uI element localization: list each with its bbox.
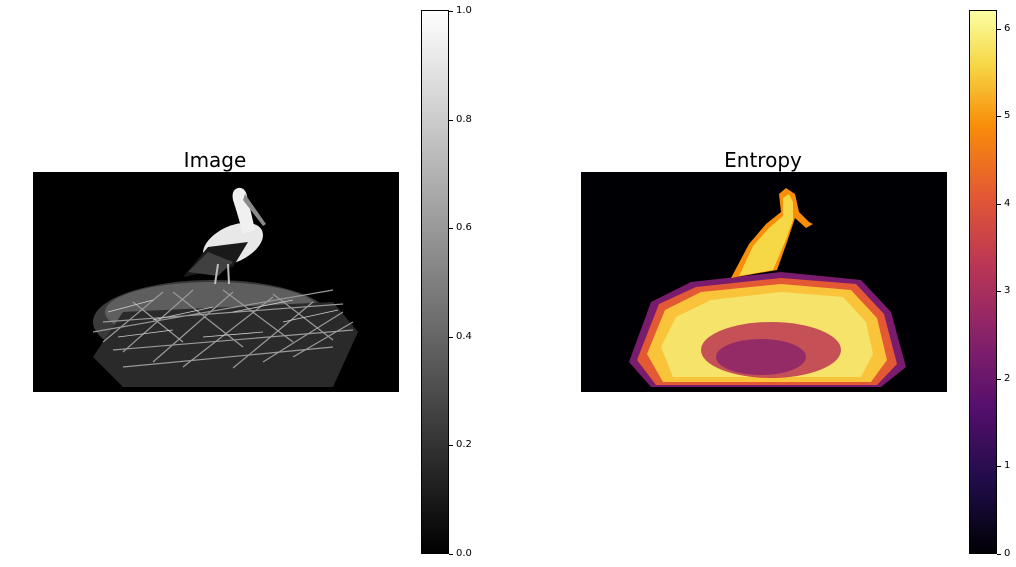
colorbar-tick [449,11,453,12]
colorbar-inferno [969,10,997,554]
colorbar-tick [449,445,453,446]
colorbar-tick [997,204,1001,205]
colorbar-tick [449,228,453,229]
colorbar-tick-label: 0.2 [456,439,472,450]
colorbar-tick-label: 0.4 [456,331,472,342]
colorbar-tick-label: 2 [1004,373,1011,384]
colorbar-tick-label: 6 [1004,23,1011,34]
image-title: Image [183,148,247,172]
colorbar-tick-label: 4 [1004,198,1011,209]
grayscale-image [33,172,399,392]
colorbar-gray [421,10,449,554]
colorbar-tick [997,466,1001,467]
colorbar-tick [997,29,1001,30]
colorbar-tick [449,120,453,121]
colorbar-tick [997,554,1001,555]
entropy-title: Entropy [724,148,802,172]
colorbar-tick-label: 5 [1004,110,1011,121]
colorbar-tick [997,116,1001,117]
colorbar-tick-label: 3 [1004,285,1011,296]
colorbar-tick-label: 0.6 [456,222,472,233]
colorbar-tick-label: 0 [1004,548,1011,559]
colorbar-tick [449,337,453,338]
colorbar-tick-label: 0.0 [456,548,472,559]
colorbar-tick-label: 0.8 [456,114,472,125]
entropy-image [581,172,947,392]
colorbar-tick [997,291,1001,292]
colorbar-tick [997,379,1001,380]
colorbar-tick-label: 1.0 [456,5,472,16]
colorbar-tick-label: 1 [1004,460,1011,471]
colorbar-tick [449,554,453,555]
